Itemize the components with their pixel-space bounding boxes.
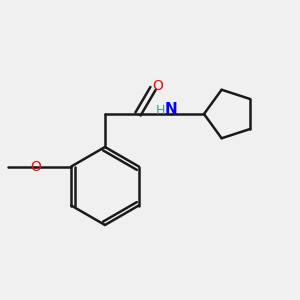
Text: O: O	[30, 160, 41, 173]
Text: H: H	[156, 104, 165, 117]
Text: N: N	[165, 102, 177, 117]
Text: O: O	[152, 79, 163, 92]
